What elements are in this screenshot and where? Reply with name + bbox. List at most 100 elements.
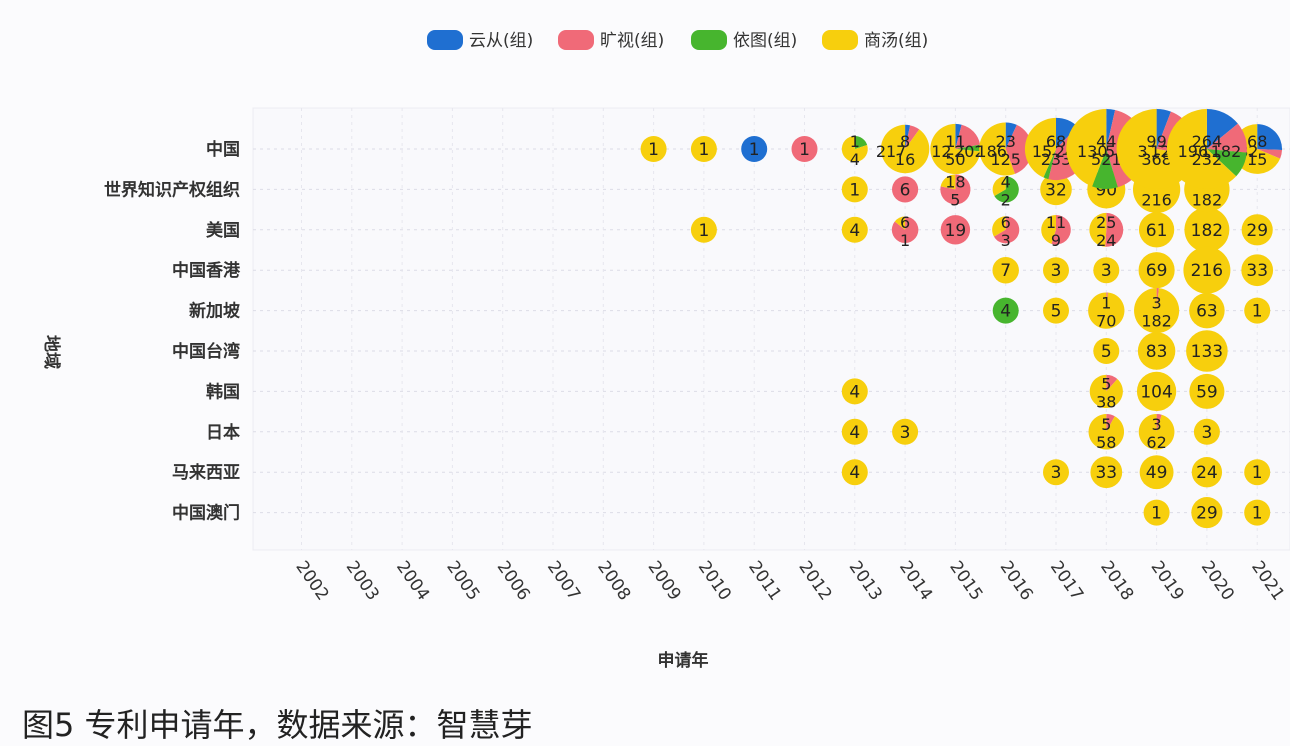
bubble[interactable]: 362 [1138, 413, 1175, 452]
bubble[interactable]: 558 [1088, 414, 1125, 452]
x-tick-label: 2004 [392, 557, 433, 604]
bubble[interactable]: 3 [1093, 257, 1120, 284]
bubble[interactable]: 33 [1090, 456, 1123, 489]
data-label: 63 [1196, 302, 1218, 322]
data-label: 232 [1192, 150, 1223, 169]
data-label: 33 [1095, 463, 1117, 483]
y-tick-label: 韩国 [206, 381, 240, 402]
bubble[interactable]: 29 [1241, 214, 1273, 246]
bubble[interactable]: 7 [992, 256, 1019, 284]
bubble[interactable]: 6 [892, 176, 919, 203]
bubble-slice [1257, 124, 1283, 151]
bubble-slice [640, 136, 667, 162]
bubble[interactable]: 4 [841, 418, 868, 445]
bubble[interactable]: 1 [640, 136, 667, 162]
data-label: 1182 [1201, 142, 1242, 161]
bubble[interactable]: 1 [690, 216, 717, 243]
bubble[interactable]: 4 [992, 297, 1019, 324]
bubble-slice [1043, 149, 1056, 180]
bubble[interactable]: 4 [841, 378, 868, 405]
legend-swatch [822, 30, 858, 50]
bubble[interactable]: 1 [1244, 499, 1271, 526]
bubble[interactable]: 1 [690, 136, 717, 162]
data-label: 16 [895, 150, 915, 169]
bubble[interactable]: 19 [940, 215, 971, 245]
bubble[interactable]: 1 [1244, 297, 1271, 324]
bubble[interactable]: 3 [892, 418, 919, 445]
bubble[interactable]: 3 [1043, 459, 1069, 486]
bubble[interactable]: 14 [841, 132, 868, 169]
bubble-slice [1024, 117, 1056, 178]
bubble[interactable]: 1 [841, 176, 868, 203]
bubble[interactable]: 63 [992, 213, 1020, 250]
bubble[interactable]: 49 [1139, 455, 1174, 490]
data-label: 182 [1192, 190, 1223, 209]
legend[interactable]: 云从(组) 旷视(组) 依图(组) 商汤(组) [427, 30, 928, 51]
data-label: 1 [698, 140, 709, 160]
bubble[interactable]: 1 [791, 136, 818, 162]
bubble[interactable]: 182 [1184, 207, 1230, 253]
bubble[interactable]: 185 [940, 172, 971, 209]
bubble[interactable]: 61 [891, 213, 919, 250]
bubble[interactable]: 69 [1138, 252, 1175, 289]
legend-item[interactable]: 商汤(组) [822, 30, 928, 51]
legend-item[interactable]: 云从(组) [427, 30, 533, 51]
bubble[interactable]: 33 [1241, 254, 1274, 287]
legend-item[interactable]: 依图(组) [691, 30, 797, 51]
bubble[interactable]: 170 [1088, 292, 1125, 331]
bubble-slice [1088, 292, 1125, 329]
bubble[interactable]: 83 [1137, 332, 1176, 370]
bubble-slice [1156, 413, 1162, 432]
data-label: 4 [849, 221, 860, 241]
bubble[interactable]: 42 [992, 172, 1019, 209]
bubble[interactable]: 29 [1191, 497, 1223, 529]
bubble[interactable]: 5 [1093, 338, 1120, 364]
data-label: 196 [1178, 142, 1209, 161]
bubble[interactable]: 104 [1136, 371, 1177, 412]
bubble[interactable]: 1 [1143, 499, 1170, 526]
data-label: 5 [1101, 415, 1111, 434]
bubble[interactable]: 24 [1191, 457, 1223, 488]
bubble[interactable]: 216 [1183, 246, 1231, 294]
x-tick-label: 2005 [442, 557, 483, 604]
bubble[interactable]: 119 [1041, 213, 1071, 250]
x-tick-label: 2007 [543, 557, 584, 604]
bubble-slice [1005, 124, 1033, 174]
bubble[interactable]: 59 [1189, 373, 1225, 409]
bubble[interactable]: 5 [1043, 297, 1069, 324]
bubble[interactable]: 4 [841, 459, 868, 486]
bubble[interactable]: 3 [1043, 257, 1069, 284]
bubble[interactable]: 133 [1186, 330, 1228, 372]
bubble[interactable]: 1 [741, 136, 768, 162]
bubble-slice [1090, 456, 1123, 489]
data-label: 233 [1041, 150, 1072, 169]
bubble[interactable]: 32 [1040, 173, 1072, 206]
bubble[interactable]: 3 [1193, 418, 1220, 445]
bubble[interactable]: 538 [1089, 374, 1123, 411]
bubble-slice [1241, 254, 1274, 287]
legend-item[interactable]: 旷视(组) [558, 30, 664, 51]
bubble-slice [841, 378, 868, 405]
data-label: 3 [1101, 261, 1112, 281]
bubble[interactable]: 61 [1138, 212, 1175, 248]
x-tick-label: 2015 [945, 557, 986, 604]
x-tick-label: 2016 [996, 557, 1037, 604]
bubble[interactable]: 4 [841, 216, 868, 243]
y-tick-label: 新加坡 [189, 301, 240, 322]
x-tick-label: 2006 [493, 557, 534, 604]
data-label: 3 [1201, 423, 1212, 443]
bubble-slice [1043, 459, 1069, 486]
bubble[interactable]: 63 [1189, 292, 1225, 329]
bubble-slice [1156, 288, 1159, 311]
data-label: 83 [1146, 342, 1168, 362]
data-label: 11 [945, 132, 965, 151]
bubble[interactable]: 1 [1244, 459, 1271, 486]
data-label: 11 [1046, 213, 1066, 232]
